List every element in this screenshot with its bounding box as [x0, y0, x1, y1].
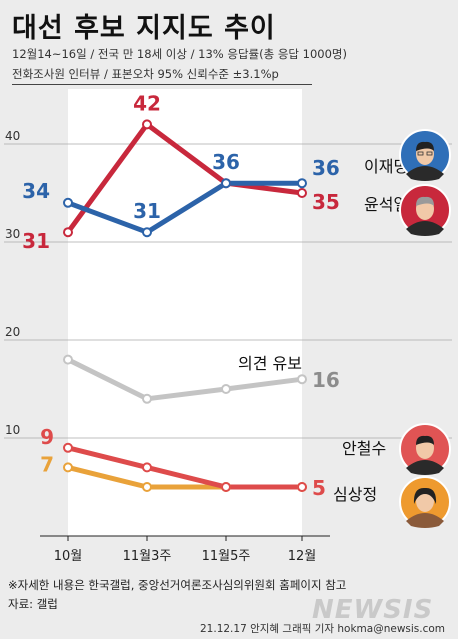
data-point [297, 482, 307, 492]
data-point [142, 462, 152, 473]
series-line [65, 357, 305, 402]
data-label: 42 [133, 91, 161, 115]
series-name-label: 안철수 [342, 439, 386, 458]
footnote: ※자세한 내용은 한국갤럽, 중앙선거여론조사심의위원회 홈페이지 참고 [8, 578, 347, 592]
data-label: 36 [312, 156, 340, 180]
data-label: 35 [312, 190, 340, 214]
y-tick-label: 20 [5, 325, 20, 339]
data-label: 31 [133, 199, 161, 223]
series-name-label: 이재명 [364, 157, 408, 176]
subtitle-method-info: 전화조사원 인터뷰 / 표본오차 95% 신뢰수준 ±3.1%p [12, 67, 279, 81]
x-tick-label: 10월 [54, 549, 83, 564]
data-label: 16 [312, 368, 340, 392]
data-label: 5 [312, 476, 326, 500]
data-label: 36 [212, 150, 240, 174]
data-point [63, 354, 73, 365]
credit-line: 21.12.17 안지혜 그래픽 기자 hokma@newsis.com [200, 623, 446, 635]
data-point [142, 482, 152, 492]
source-note: 자료: 갤럽 [8, 597, 58, 611]
data-point [297, 374, 307, 385]
subtitle-divider [12, 84, 312, 85]
x-tick-label: 12월 [288, 549, 317, 564]
data-point [63, 227, 73, 238]
data-label: 7 [40, 452, 54, 476]
series-line [65, 180, 305, 235]
series-line [65, 121, 305, 235]
candidate-photo [399, 184, 451, 236]
series-name-label: 윤석열 [364, 195, 408, 214]
data-point [142, 393, 152, 404]
page-title: 대선 후보 지지도 추이 [12, 13, 276, 44]
data-point [297, 178, 307, 189]
series-line [65, 445, 305, 490]
plot-panel [68, 89, 302, 536]
data-point [297, 188, 307, 198]
data-point [63, 442, 73, 453]
data-point [221, 384, 231, 394]
data-point [142, 119, 152, 130]
data-point [221, 482, 231, 492]
data-label: 34 [22, 179, 50, 203]
data-label: 9 [40, 425, 54, 449]
data-point [63, 462, 73, 473]
x-tick-label: 11월5주 [202, 549, 251, 564]
subtitle-survey-info: 12월14~16일 / 전국 만 18세 이상 / 13% 응답률(총 응답 1… [12, 47, 347, 61]
y-tick-label: 10 [5, 423, 20, 437]
x-tick-label: 11월3주 [123, 549, 172, 564]
series-name-label: 심상정 [333, 485, 377, 504]
candidate-photo [399, 129, 451, 181]
candidate-photo [399, 423, 451, 475]
newsis-logo: NEWSIS [312, 595, 434, 625]
series-name-label: 의견 유보 [238, 354, 302, 373]
data-point [63, 197, 73, 208]
candidate-photo [399, 476, 451, 528]
data-point [221, 178, 231, 189]
y-tick-label: 40 [5, 129, 20, 143]
y-tick-label: 30 [5, 227, 20, 241]
data-label: 31 [22, 229, 50, 253]
data-point [142, 227, 152, 238]
